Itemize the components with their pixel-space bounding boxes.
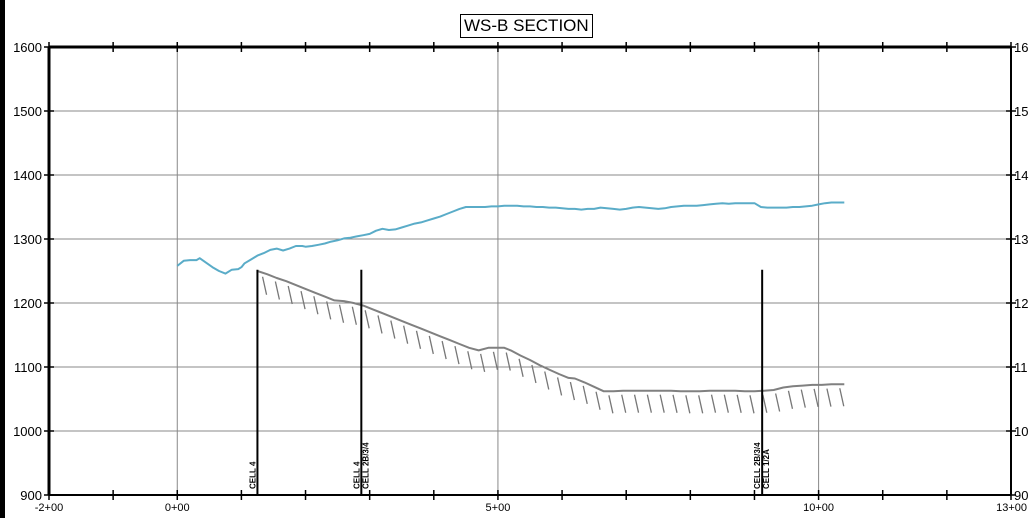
- y-tick-label: 1100: [14, 360, 42, 375]
- hatch-mark: [441, 340, 447, 360]
- x-tick-label: 10+00: [803, 502, 834, 514]
- hatch-mark: [749, 395, 755, 414]
- hatch-mark: [736, 394, 742, 413]
- cell-marker-label: CELL 4: [248, 461, 257, 489]
- hatch-mark: [287, 285, 293, 305]
- hatch-mark: [403, 325, 409, 344]
- hatch-mark: [723, 394, 729, 413]
- hatch-mark: [505, 352, 511, 371]
- y-tick-label: 1600: [13, 40, 42, 55]
- hatch-mark: [518, 358, 524, 377]
- hatch-mark: [621, 394, 627, 413]
- right-y-tick-label: 10: [1014, 424, 1028, 439]
- y-tick-label: 1400: [13, 168, 42, 183]
- hatch-mark: [377, 315, 383, 334]
- hatch-mark: [351, 306, 357, 325]
- hatch-mark: [595, 391, 601, 410]
- hatch-mark: [454, 346, 460, 365]
- right-y-tick-label: 15: [1014, 104, 1028, 119]
- marker-layer: CELL 4 CELL 4 CELL 2B/3/4 CELL 2B/3/4 CELL 1…: [248, 269, 771, 495]
- hatch-mark: [390, 320, 396, 339]
- cell-marker-label: CELL 1/2A: [762, 449, 771, 489]
- hatch-mark: [492, 351, 499, 370]
- hatch-mark: [274, 281, 281, 300]
- grid-layer: [49, 47, 1011, 495]
- hatch-mark: [800, 389, 806, 408]
- hatch-mark: [428, 335, 434, 355]
- hatch-mark: [646, 394, 652, 413]
- x-tick-label: -2+00: [35, 502, 63, 514]
- hatch-mark: [569, 381, 576, 401]
- hatch-mark: [608, 395, 614, 414]
- cell-marker-label: CELL 2B/3/4: [361, 442, 370, 489]
- hatch-mark: [762, 394, 768, 413]
- hatch-mark: [774, 393, 781, 412]
- chart-title: WS-B SECTION: [460, 14, 593, 38]
- hatch-mark: [813, 388, 819, 408]
- hatch-mark: [582, 385, 588, 404]
- x-tick-label: 13+00: [996, 502, 1027, 514]
- hatch-mark: [556, 377, 563, 396]
- right-y-tick-label: 13: [1014, 232, 1028, 247]
- hatch-mark: [364, 310, 370, 329]
- hatch-mark: [672, 394, 678, 413]
- hatch-mark: [826, 388, 832, 407]
- hatch-mark: [313, 296, 319, 315]
- hatch-mark: [787, 390, 794, 409]
- hatch-mark: [839, 388, 845, 407]
- hatch-mark: [261, 276, 268, 295]
- hatch-mark: [698, 395, 704, 414]
- y-tick-label: 1000: [13, 424, 42, 439]
- hatch-mark: [300, 290, 306, 310]
- cell-marker-label: CELL 2B/3/4: [753, 442, 762, 489]
- x-tick-label: 0+00: [165, 502, 190, 514]
- y-tick-label: 1500: [13, 104, 42, 119]
- right-y-tick-label: 16: [1014, 40, 1028, 55]
- water-surface-line: [176, 201, 845, 275]
- left-edge-strip: [0, 0, 5, 518]
- right-y-tick-label: 14: [1014, 168, 1028, 183]
- hatch-mark: [479, 353, 486, 372]
- hatch-mark: [659, 394, 665, 413]
- cell-marker-label: CELL 4: [352, 461, 361, 489]
- hatch-mark: [326, 301, 332, 320]
- right-y-tick-label: 11: [1014, 360, 1028, 375]
- hatch-mark: [544, 371, 550, 390]
- y-tick-label: 1200: [13, 296, 42, 311]
- series-layer: [176, 201, 845, 414]
- ground-profile-line: [257, 270, 845, 393]
- y-tick-label: 1300: [13, 232, 42, 247]
- x-tick-label: 5+00: [486, 502, 511, 514]
- y-tick-label: 900: [20, 488, 42, 503]
- labels-layer: 900 1000 1100 1200 1300 1400 1500 1600 90 10 11 12 1…: [13, 40, 1028, 514]
- hatch-mark: [710, 394, 717, 413]
- hatch-mark: [633, 394, 640, 413]
- hatch-mark: [338, 304, 345, 323]
- hatch-mark: [685, 395, 691, 414]
- right-y-tick-label: 12: [1014, 296, 1028, 311]
- hatch-mark: [467, 351, 473, 370]
- ground-hatching: [261, 276, 845, 414]
- right-y-tick-label: 90: [1014, 488, 1028, 503]
- hatch-mark: [415, 330, 422, 349]
- hatch-mark: [531, 364, 537, 384]
